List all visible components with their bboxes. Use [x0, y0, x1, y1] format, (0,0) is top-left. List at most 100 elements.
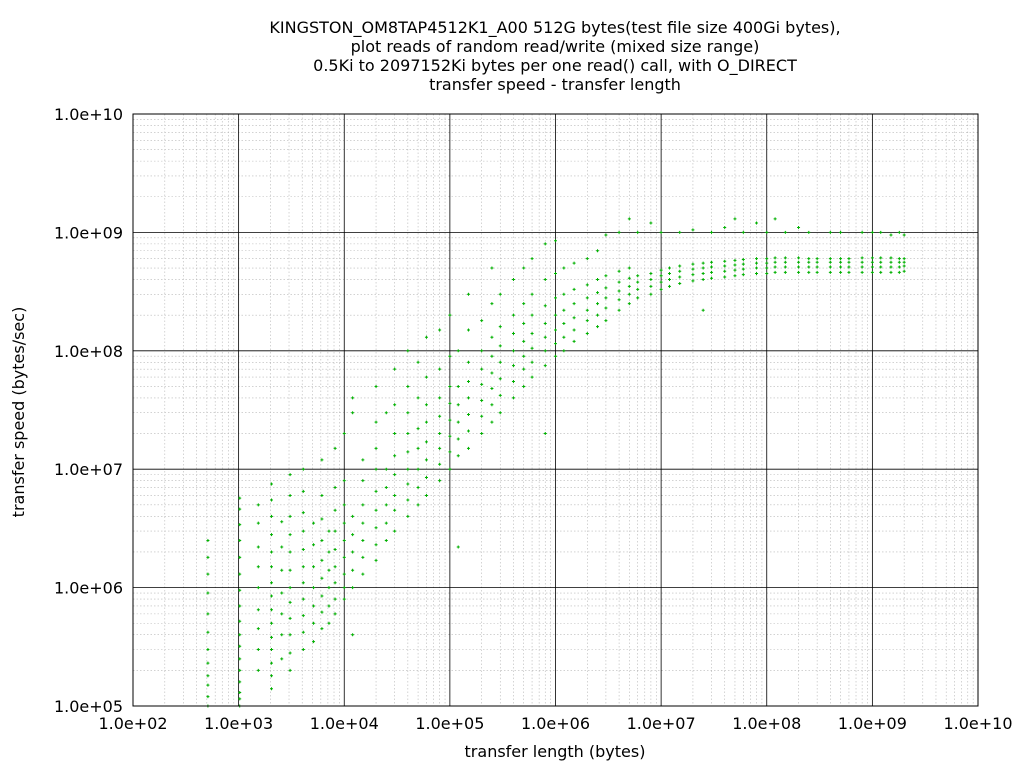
data-point: [288, 668, 292, 672]
data-point: [530, 375, 534, 379]
data-point: [755, 257, 759, 261]
data-point: [416, 467, 420, 471]
data-point: [301, 614, 305, 618]
minor-gridlines: [133, 114, 978, 706]
data-point: [406, 467, 410, 471]
data-point: [374, 384, 378, 388]
data-point: [374, 543, 378, 547]
data-point: [498, 292, 502, 296]
data-point: [280, 568, 284, 572]
data-point: [312, 604, 316, 608]
data-point: [238, 538, 242, 542]
y-tick-label: 1.0e+05: [54, 697, 123, 716]
data-point: [765, 271, 769, 275]
data-point: [384, 467, 388, 471]
data-point: [797, 225, 801, 229]
data-point: [765, 230, 769, 234]
data-point: [438, 414, 442, 418]
data-point: [773, 256, 777, 260]
data-point: [723, 264, 727, 268]
data-point: [270, 594, 274, 598]
data-point: [522, 302, 526, 306]
plot-frame: [132, 113, 979, 707]
x-tick-label: 1.0e+07: [627, 714, 696, 733]
data-point: [554, 313, 557, 317]
data-point: [270, 565, 274, 569]
data-point: [522, 384, 526, 388]
data-point: [847, 270, 851, 274]
data-point: [562, 349, 566, 353]
data-point: [902, 264, 906, 268]
data-point: [530, 257, 534, 261]
data-point: [490, 302, 494, 306]
data-point: [238, 644, 242, 648]
data-point: [604, 274, 608, 278]
data-point: [238, 691, 242, 695]
title-line-3: 0.5Ki to 2097152Ki bytes per one read() …: [313, 56, 797, 76]
data-point: [572, 328, 576, 332]
data-point: [562, 308, 566, 312]
data-point: [448, 418, 452, 422]
data-point: [361, 538, 365, 542]
data-point: [312, 543, 316, 547]
data-point: [466, 328, 470, 332]
data-point: [783, 230, 787, 234]
data-point: [627, 276, 631, 280]
data-point: [554, 328, 557, 332]
data-point: [765, 257, 769, 261]
data-point: [733, 217, 737, 221]
data-point: [617, 280, 621, 284]
y-tick-label: 1.0e+10: [54, 105, 123, 124]
data-point: [691, 228, 695, 232]
data-point: [511, 396, 515, 400]
data-point: [691, 273, 695, 277]
data-point: [351, 586, 355, 590]
data-point: [636, 230, 640, 234]
data-point: [755, 261, 759, 265]
data-point: [270, 687, 274, 691]
data-point: [374, 489, 378, 493]
data-point: [238, 680, 242, 684]
data-point: [649, 284, 653, 288]
data-point: [416, 396, 420, 400]
data-point: [733, 258, 737, 262]
data-point: [238, 668, 242, 672]
data-point: [596, 291, 600, 295]
data-point: [667, 284, 671, 288]
data-point: [490, 354, 494, 358]
data-point: [649, 221, 653, 225]
data-point: [604, 296, 608, 300]
data-point: [288, 568, 292, 572]
data-point: [847, 257, 851, 261]
data-point: [448, 313, 452, 317]
data-point: [522, 354, 526, 358]
data-point: [206, 695, 210, 699]
data-point: [617, 230, 621, 234]
data-point: [342, 586, 346, 590]
data-point: [860, 265, 864, 269]
data-point: [438, 367, 442, 371]
x-tick-label: 1.0e+06: [521, 714, 590, 733]
data-point: [889, 260, 893, 264]
data-point: [351, 633, 355, 637]
data-point: [424, 493, 428, 497]
data-point: [238, 507, 242, 511]
data-point: [604, 319, 608, 323]
data-point: [327, 550, 331, 554]
data-point: [393, 508, 397, 512]
data-point: [733, 263, 737, 267]
data-point: [301, 581, 305, 585]
data-point: [384, 411, 388, 415]
data-point: [480, 432, 484, 436]
data-point: [448, 384, 452, 388]
data-point: [288, 633, 292, 637]
data-point: [406, 384, 410, 388]
data-point: [206, 630, 210, 634]
data-point: [627, 284, 631, 288]
data-point: [562, 322, 566, 326]
data-point: [596, 325, 600, 329]
data-point: [312, 521, 316, 525]
data-point: [384, 538, 388, 542]
data-point: [320, 558, 324, 562]
data-point: [773, 265, 777, 269]
